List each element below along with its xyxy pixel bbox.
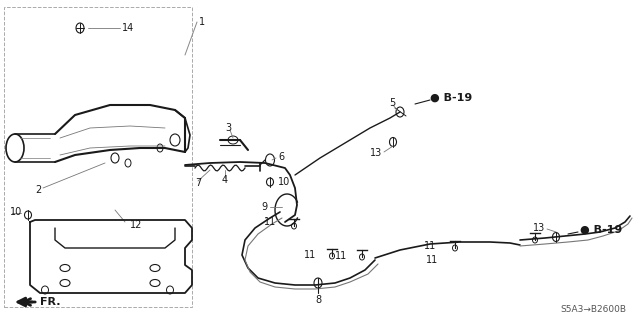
Text: 9: 9	[262, 202, 268, 212]
Ellipse shape	[291, 223, 296, 229]
Ellipse shape	[166, 286, 173, 294]
Text: 6: 6	[278, 152, 284, 162]
Ellipse shape	[170, 134, 180, 146]
Ellipse shape	[42, 286, 49, 294]
Text: 13: 13	[532, 223, 545, 233]
Ellipse shape	[266, 178, 273, 186]
Ellipse shape	[125, 159, 131, 167]
Ellipse shape	[396, 107, 404, 117]
Text: 5: 5	[389, 98, 395, 108]
Text: 11: 11	[335, 251, 347, 261]
Ellipse shape	[532, 237, 538, 243]
Text: 13: 13	[370, 148, 382, 158]
Ellipse shape	[314, 278, 322, 288]
Text: 11: 11	[426, 255, 438, 265]
Ellipse shape	[228, 136, 238, 144]
Ellipse shape	[60, 264, 70, 271]
Text: ● B-19: ● B-19	[430, 93, 472, 103]
Text: 4: 4	[222, 175, 228, 185]
Text: 1: 1	[199, 17, 205, 27]
Ellipse shape	[24, 211, 31, 219]
Ellipse shape	[150, 279, 160, 286]
Text: ● B-19: ● B-19	[580, 225, 622, 235]
Text: FR.: FR.	[40, 297, 61, 307]
Ellipse shape	[6, 134, 24, 162]
Bar	[4, 7, 192, 307]
Text: 2: 2	[35, 185, 41, 195]
Text: 11: 11	[424, 241, 436, 251]
Text: 14: 14	[122, 23, 134, 33]
Text: 3: 3	[225, 123, 231, 133]
Ellipse shape	[76, 23, 84, 33]
Ellipse shape	[360, 254, 365, 260]
Ellipse shape	[390, 137, 397, 146]
Ellipse shape	[157, 144, 163, 152]
Ellipse shape	[266, 154, 275, 166]
Text: 10: 10	[10, 207, 22, 217]
Text: 12: 12	[130, 220, 142, 230]
Ellipse shape	[452, 245, 458, 251]
Text: 7: 7	[195, 178, 201, 188]
Text: 11: 11	[264, 217, 276, 227]
Ellipse shape	[60, 279, 70, 286]
Text: 11: 11	[304, 250, 316, 260]
Ellipse shape	[150, 264, 160, 271]
Text: 10: 10	[278, 177, 291, 187]
Text: 8: 8	[315, 295, 321, 305]
Text: S5A3→B2600B: S5A3→B2600B	[560, 306, 626, 315]
Ellipse shape	[330, 253, 335, 259]
Ellipse shape	[111, 153, 119, 163]
Ellipse shape	[552, 233, 559, 241]
